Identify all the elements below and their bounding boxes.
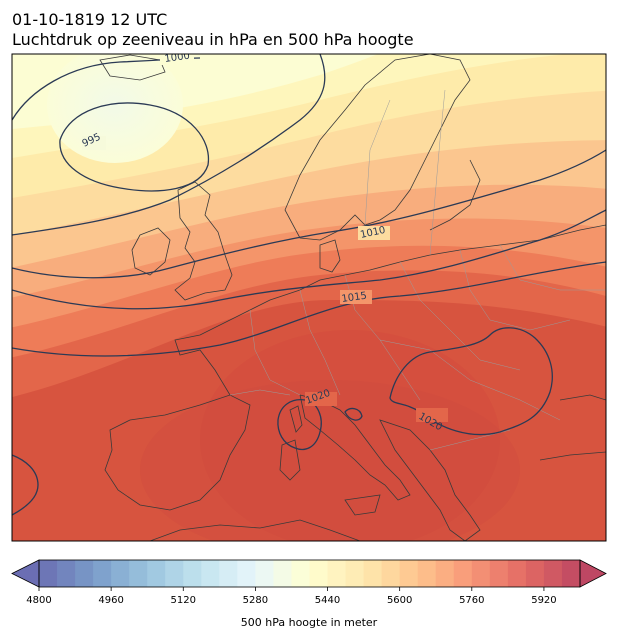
- map-area: 1000 995 1010 1015 1020 1020: [12, 51, 606, 541]
- colorbar-tick-label: 5600: [387, 595, 412, 606]
- colorbar-swatch: [399, 560, 419, 587]
- colorbar-swatch: [345, 560, 365, 587]
- colorbar-swatch: [363, 560, 383, 587]
- isobar-label: 1015: [341, 291, 368, 305]
- isobar-1020-small: [344, 407, 363, 421]
- map-title-description: Luchtdruk op zeeniveau in hPa en 500 hPa…: [12, 30, 414, 49]
- map-title-date: 01-10-1819 12 UTC: [12, 10, 168, 29]
- isobar-west-edge: [12, 454, 39, 516]
- colorbar-tick-label: 4800: [26, 595, 51, 606]
- isobar-995: [59, 102, 210, 192]
- colorbar-tick-label: 5920: [531, 595, 556, 606]
- colorbar-swatch: [291, 560, 311, 587]
- colorbar-swatch: [255, 560, 275, 587]
- isobar-1010-2: [12, 209, 606, 310]
- map-frame: [11, 53, 607, 542]
- colorbar-extend-high: [579, 559, 607, 588]
- colorbar-swatch: [237, 560, 256, 587]
- isobar-label: 1000: [164, 51, 191, 65]
- borders: [229, 89, 606, 451]
- height-low-centre: [47, 54, 183, 163]
- colorbar-swatches: [11, 559, 607, 588]
- height-high-core: [140, 380, 520, 541]
- colorbar-swatch: [489, 560, 509, 587]
- colorbar-swatch: [219, 560, 238, 587]
- colorbar-swatch: [417, 560, 437, 587]
- colorbar-tick-label: 5760: [459, 595, 484, 606]
- colorbar-swatch: [183, 560, 202, 587]
- colorbar-swatch: [147, 560, 166, 587]
- colorbar-tick-label: 5440: [315, 595, 340, 606]
- colorbar-tick-label: 4960: [98, 595, 123, 606]
- colorbar-swatch: [561, 560, 581, 587]
- colorbar-frame: [38, 559, 581, 588]
- isobar-labels: 1000 995 1010 1015 1020 1020: [81, 51, 448, 433]
- colorbar-swatch: [129, 560, 148, 587]
- colorbar-swatch: [75, 560, 94, 587]
- colorbar-swatch: [471, 560, 491, 587]
- colorbar-swatch: [435, 560, 455, 587]
- colorbar-ticks: 4800 4960 5120 5280 5440 5600 5760 5920: [26, 587, 557, 606]
- colorbar-swatch: [39, 560, 58, 587]
- colorbar-tick-label: 5120: [171, 595, 196, 606]
- colorbar-swatch: [309, 560, 329, 587]
- isobar-label: 1010: [359, 225, 386, 241]
- colorbar-label: 500 hPa hoogte in meter: [241, 616, 378, 629]
- isobar-1020-west: [277, 399, 322, 451]
- colorbar-swatch: [273, 560, 293, 587]
- isobar-1010: [12, 149, 606, 279]
- colorbar-swatch: [525, 560, 545, 587]
- colorbar-extend-low: [11, 559, 40, 588]
- coastlines: [99, 54, 606, 541]
- isobar-1015: [12, 261, 606, 357]
- colorbar-swatch: [111, 560, 130, 587]
- colorbar-swatch: [453, 560, 473, 587]
- isobar-1000-south: [12, 54, 326, 236]
- colorbar-swatch: [327, 560, 347, 587]
- colorbar-swatch: [57, 560, 76, 587]
- colorbar-swatch: [165, 560, 184, 587]
- colorbar-swatch: [507, 560, 527, 587]
- weather-map: 1000 995 1010 1015 1020 1020: [11, 51, 607, 542]
- colorbar-swatch: [93, 560, 112, 587]
- colorbar-swatch: [543, 560, 563, 587]
- colorbar-swatch: [201, 560, 220, 587]
- colorbar-tick-label: 5280: [243, 595, 268, 606]
- colorbar-swatch: [381, 560, 401, 587]
